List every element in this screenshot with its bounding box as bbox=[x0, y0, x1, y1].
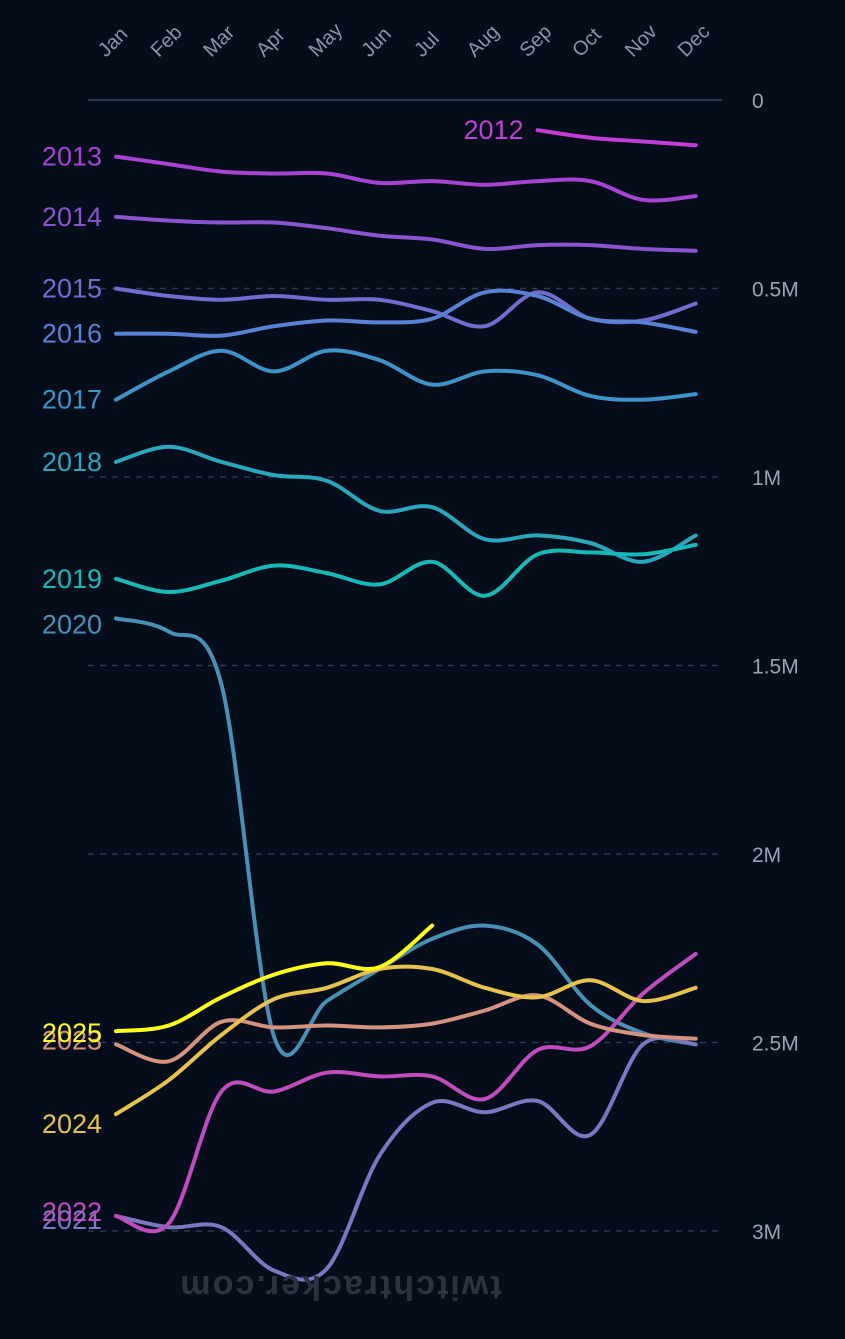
series-line-2016 bbox=[114, 288, 698, 338]
series-2021 bbox=[114, 1035, 698, 1282]
y-tick-1m: 1M bbox=[752, 467, 781, 490]
y-tick-0-5m: 0.5M bbox=[752, 279, 799, 302]
series-line-2014 bbox=[114, 214, 698, 253]
series-label-2013: 2013 bbox=[42, 142, 102, 172]
series-line-2022 bbox=[114, 951, 698, 1234]
series-2019 bbox=[114, 542, 698, 598]
y-tick-2m: 2M bbox=[752, 844, 781, 867]
series-line-2013 bbox=[114, 154, 698, 203]
month-label-oct: Oct bbox=[568, 24, 606, 62]
series-line-shadow-2022 bbox=[114, 951, 698, 1234]
series-2024 bbox=[114, 964, 698, 1117]
series-label-2022: 2022 bbox=[42, 1197, 102, 1227]
month-label-mar: Mar bbox=[199, 21, 239, 61]
series-2017 bbox=[114, 348, 698, 402]
series-label-2016: 2016 bbox=[42, 319, 102, 349]
series-line-2021 bbox=[114, 1035, 698, 1282]
month-label-apr: Apr bbox=[252, 24, 290, 62]
series-line-2023 bbox=[114, 993, 698, 1064]
series-line-2018 bbox=[114, 444, 698, 564]
series-label-2012: 2012 bbox=[464, 115, 524, 145]
month-label-nov: Nov bbox=[621, 21, 662, 62]
month-label-sep: Sep bbox=[516, 21, 557, 62]
series-2023 bbox=[114, 993, 698, 1064]
series-2022 bbox=[114, 951, 698, 1234]
series-line-shadow-2013 bbox=[114, 154, 698, 203]
series-2025 bbox=[114, 923, 435, 1034]
month-label-dec: Dec bbox=[674, 21, 715, 62]
series-line-2024 bbox=[114, 964, 698, 1117]
grid-layer bbox=[88, 99, 722, 1232]
series-labels: 2012 2013 2014 2015 2016 2017 2018 2019 2020 2021… bbox=[42, 115, 524, 1235]
y-tick-0: 0 bbox=[752, 90, 764, 113]
y-axis: 0 0.5M 1M 1.5M 2M 2.5M 3M bbox=[752, 90, 799, 1244]
series-label-2024: 2024 bbox=[42, 1109, 102, 1139]
series-line-2019 bbox=[114, 542, 698, 598]
month-label-feb: Feb bbox=[147, 22, 187, 62]
series-label-2015: 2015 bbox=[42, 274, 102, 304]
watermark-text: twitchtracker.com bbox=[178, 1268, 501, 1306]
month-label-jan: Jan bbox=[94, 23, 132, 61]
month-label-jun: Jun bbox=[357, 23, 395, 61]
series-label-2020: 2020 bbox=[42, 609, 102, 639]
series-line-shadow-2025 bbox=[114, 923, 435, 1034]
series-layer bbox=[114, 128, 698, 1282]
series-label-2021: 2021 bbox=[42, 1205, 102, 1235]
month-label-jul: Jul bbox=[410, 28, 444, 62]
series-label-2023: 2023 bbox=[42, 1025, 102, 1055]
series-line-2012 bbox=[535, 128, 698, 148]
series-line-2017 bbox=[114, 348, 698, 402]
month-label-aug: Aug bbox=[463, 21, 504, 62]
y-tick-2-5m: 2.5M bbox=[752, 1033, 799, 1056]
series-label-2018: 2018 bbox=[42, 447, 102, 477]
month-axis: Jan Feb Mar Apr May Jun Jul Aug Sep Oct Nov Dec bbox=[94, 19, 714, 61]
series-2013 bbox=[114, 154, 698, 203]
y-tick-1-5m: 1.5M bbox=[752, 656, 799, 679]
series-2016 bbox=[114, 288, 698, 338]
series-label-2019: 2019 bbox=[42, 564, 102, 594]
series-line-shadow-2020 bbox=[114, 616, 698, 1057]
series-label-2017: 2017 bbox=[42, 385, 102, 415]
series-2018 bbox=[114, 444, 698, 564]
series-line-2025 bbox=[114, 923, 435, 1034]
series-line-2020 bbox=[114, 616, 698, 1057]
series-label-2025: 2025 bbox=[42, 1018, 102, 1048]
series-line-shadow-2018 bbox=[114, 444, 698, 564]
series-line-shadow-2024 bbox=[114, 964, 698, 1117]
series-2012 bbox=[535, 128, 698, 148]
y-tick-3m: 3M bbox=[752, 1221, 781, 1244]
month-label-may: May bbox=[305, 19, 347, 61]
series-2020 bbox=[114, 616, 698, 1057]
series-label-2014: 2014 bbox=[42, 202, 102, 232]
series-2014 bbox=[114, 214, 698, 253]
